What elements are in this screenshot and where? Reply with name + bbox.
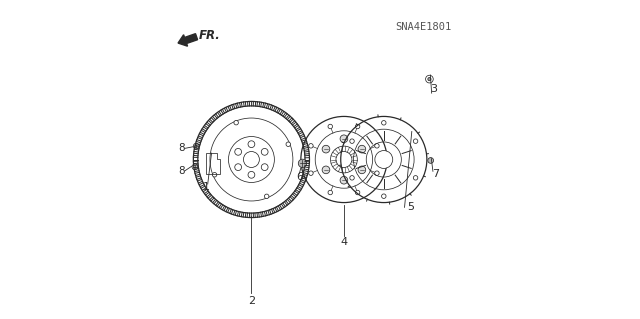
Text: 4: 4 [340, 237, 348, 248]
Circle shape [358, 145, 365, 153]
Circle shape [355, 190, 360, 195]
Text: FR.: FR. [199, 29, 221, 42]
Circle shape [374, 144, 379, 148]
Text: 8: 8 [178, 143, 184, 153]
Circle shape [350, 175, 355, 180]
Circle shape [308, 171, 313, 175]
Text: 1: 1 [203, 182, 210, 192]
Text: 6: 6 [296, 172, 303, 182]
Text: SNA4E1801: SNA4E1801 [396, 22, 452, 32]
Circle shape [413, 139, 418, 144]
Circle shape [426, 75, 433, 83]
FancyArrow shape [178, 34, 198, 46]
Circle shape [340, 176, 348, 184]
Circle shape [328, 124, 333, 129]
Circle shape [375, 151, 393, 168]
Circle shape [261, 148, 268, 155]
Text: 8: 8 [178, 166, 184, 176]
Circle shape [374, 171, 379, 175]
Circle shape [248, 141, 255, 148]
Circle shape [308, 144, 313, 148]
Text: 2: 2 [248, 296, 255, 307]
Circle shape [322, 145, 330, 153]
Circle shape [248, 171, 255, 178]
Text: 3: 3 [429, 84, 436, 94]
Circle shape [261, 164, 268, 171]
Circle shape [358, 166, 365, 174]
Circle shape [264, 194, 269, 198]
Circle shape [350, 139, 355, 144]
Circle shape [235, 164, 241, 171]
Circle shape [234, 121, 238, 125]
Circle shape [243, 152, 259, 167]
Circle shape [212, 173, 217, 177]
Circle shape [328, 190, 333, 195]
Circle shape [413, 175, 418, 180]
Text: 5: 5 [408, 202, 415, 212]
Circle shape [340, 135, 348, 143]
Circle shape [286, 142, 291, 146]
Circle shape [381, 121, 386, 125]
Circle shape [322, 166, 330, 174]
Circle shape [235, 148, 241, 155]
Circle shape [381, 194, 386, 198]
Text: 7: 7 [432, 169, 439, 179]
Circle shape [298, 159, 307, 167]
Circle shape [428, 78, 431, 81]
Circle shape [355, 124, 360, 129]
Circle shape [428, 158, 433, 163]
